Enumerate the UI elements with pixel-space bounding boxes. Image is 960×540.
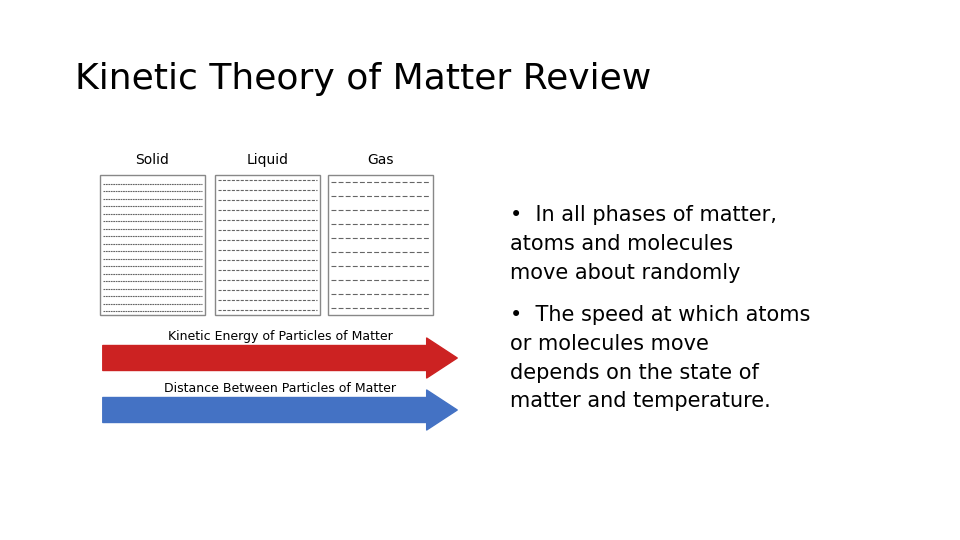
Bar (328, 175, 433, 315)
Text: Kinetic Theory of Matter Review: Kinetic Theory of Matter Review (75, 62, 651, 96)
FancyArrowPatch shape (103, 338, 457, 378)
Text: Solid: Solid (135, 153, 169, 167)
Bar (215, 175, 320, 315)
Text: Liquid: Liquid (247, 153, 289, 167)
Text: •  In all phases of matter,
atoms and molecules
move about randomly: • In all phases of matter, atoms and mol… (510, 205, 777, 282)
Text: Kinetic Energy of Particles of Matter: Kinetic Energy of Particles of Matter (168, 330, 393, 343)
Text: •  The speed at which atoms
or molecules move
depends on the state of
matter and: • The speed at which atoms or molecules … (510, 305, 810, 411)
Text: Distance Between Particles of Matter: Distance Between Particles of Matter (164, 382, 396, 395)
Bar (100, 175, 205, 315)
Text: Gas: Gas (368, 153, 394, 167)
FancyArrowPatch shape (103, 390, 457, 430)
